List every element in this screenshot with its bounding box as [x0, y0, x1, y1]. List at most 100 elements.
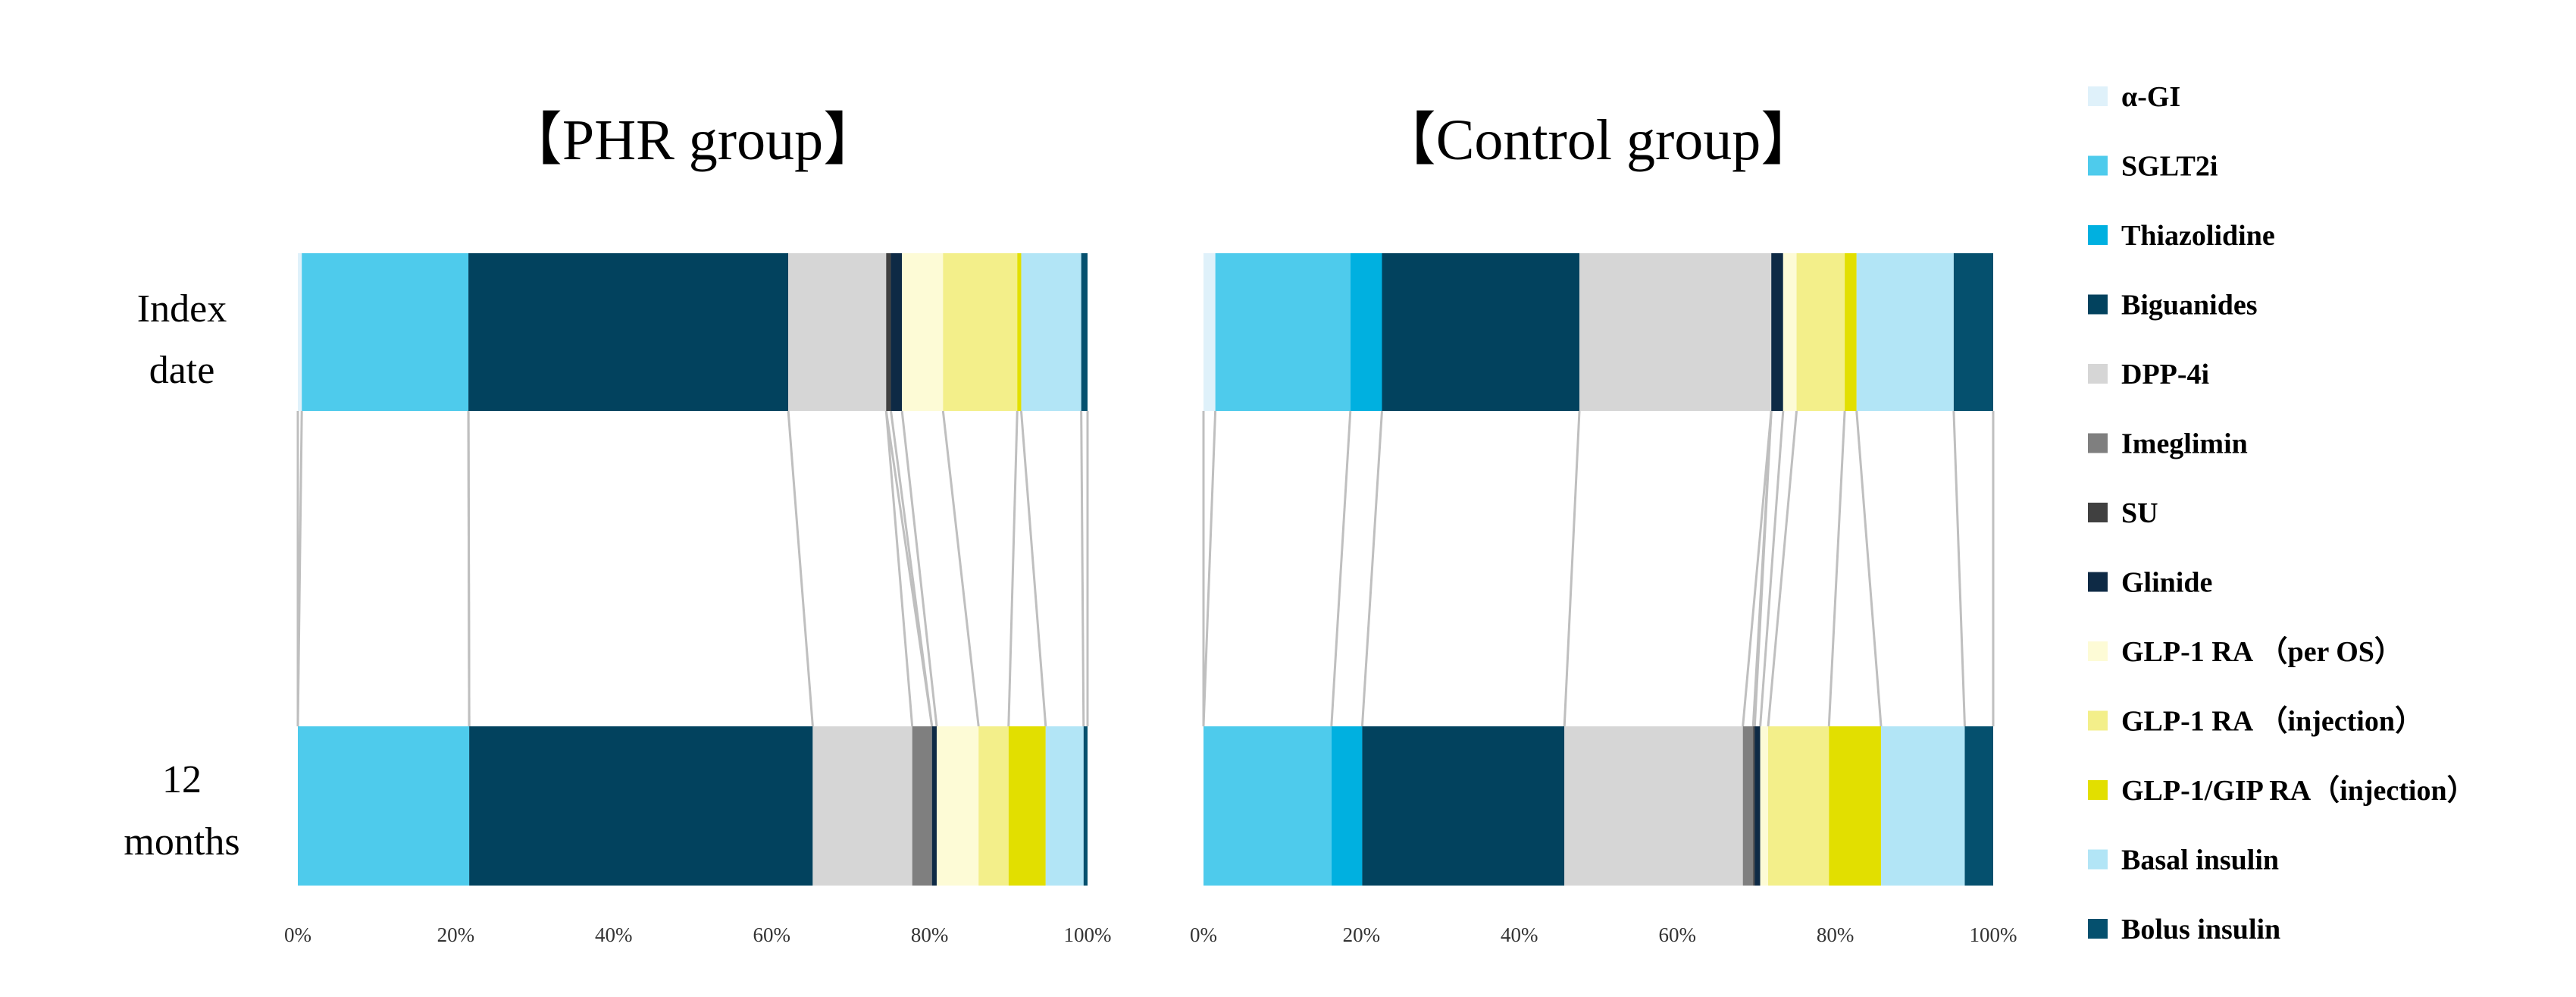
row-label: Index: [137, 287, 227, 331]
legend-label: Glinide: [2121, 567, 2212, 599]
connector-line: [1753, 410, 1773, 727]
connector-line: [890, 410, 934, 727]
bar-segment: SGLT2i: 16.2: [1203, 726, 1332, 886]
legend-swatch: [2088, 155, 2108, 176]
legend-item: Basal insulin: [2088, 845, 2279, 876]
connector-line: [1019, 410, 1047, 727]
chart-panel-0: 【PHR group】α-GI: 0.5SGLT2i: 21.1Biguanid…: [284, 108, 1112, 946]
bar-segment: GLP-1 RA （injection）: 6.1: [1796, 253, 1845, 411]
bar-segment: Basal insulin: 4.8: [1045, 726, 1084, 886]
connector-line: [1202, 410, 1217, 727]
bar-segment: SU: 0.2: [1753, 726, 1755, 886]
connector-line: [1007, 410, 1019, 727]
connector-line: [900, 410, 938, 727]
bar-segment: GLP-1 RA （injection）: 3.8: [978, 726, 1009, 886]
bar-segment: GLP-1 RA （injection）: 9.4: [943, 253, 1018, 411]
legend-label: DPP-4i: [2121, 359, 2209, 390]
chart-panel-1: 【Control group】 α-GI: 1.5SGLT2i: 17.1 Thia…: [1190, 108, 2017, 946]
legend-item: GLP-1 RA （per OS）: [2088, 636, 2403, 668]
legend-swatch: [2088, 364, 2108, 384]
bar-segment: Bolus insulin: 5: [1953, 253, 1993, 411]
legend-label: Thiazolidine: [2121, 220, 2275, 252]
legend-item: DPP-4i: [2088, 359, 2209, 390]
legend-item: GLP-1 RA （injection）: [2088, 706, 2424, 738]
connector-line: [787, 410, 814, 727]
legend-item: Imeglimin: [2088, 428, 2248, 460]
legend-swatch: [2088, 849, 2108, 870]
x-tick-label: 60%: [1658, 923, 1696, 946]
legend: α-GI SGLT2i Thiazolidine Biguanides DPP-4i Im…: [2088, 81, 2476, 945]
bar-segment: Glinide: 0.7: [1754, 726, 1761, 886]
x-tick-label: 20%: [1343, 923, 1381, 946]
legend-label: Basal insulin: [2121, 845, 2279, 876]
connector-line: [941, 410, 980, 727]
connector-line: [467, 410, 471, 727]
bar-segment: Glinide: 0.6: [931, 726, 937, 886]
connector-line: [1855, 410, 1883, 727]
x-tick-label: 20%: [437, 923, 475, 946]
connector-line: [1360, 410, 1383, 727]
bar-segment: Basal insulin: 7.6: [1021, 253, 1081, 411]
bar-segment: GLP-1/GIP RA（injection）: 0.5: [1017, 253, 1022, 411]
legend-item: Bolus insulin: [2088, 914, 2280, 945]
legend-label: GLP-1 RA （per OS）: [2121, 636, 2403, 668]
bar-segment: α-GI: 1.5: [1203, 253, 1216, 411]
connector-line: [1742, 410, 1773, 727]
bar-segment: SGLT2i: 21.7: [298, 726, 470, 886]
legend-label: SU: [2121, 497, 2158, 529]
legend-label: Imeglimin: [2121, 428, 2248, 460]
bar-segment: Basal insulin: 12.3: [1856, 253, 1954, 411]
legend-swatch: [2088, 86, 2108, 106]
connector-line: [296, 410, 303, 727]
bar-segment: Glinide: 1.5: [1771, 253, 1783, 411]
legend-item: Glinide: [2088, 567, 2212, 599]
bar-segment: GLP-1 RA （injection）: 7.7: [1768, 726, 1829, 886]
bar-segment: GLP-1 RA （per OS）: 5.3: [936, 726, 979, 886]
bar-segment: Bolus insulin: 3.6: [1964, 726, 1993, 886]
bar-segment: Biguanides: 40.5: [468, 253, 789, 411]
bar-segment: Imeglimin: 2.5: [912, 726, 932, 886]
legend-label: α-GI: [2121, 81, 2180, 113]
legend-swatch: [2088, 710, 2108, 731]
x-tick-label: 40%: [595, 923, 633, 946]
row-label: months: [124, 820, 239, 864]
x-tick-label: 0%: [1190, 923, 1217, 946]
bar-segment: α-GI: 0.5: [298, 253, 302, 411]
bar-segment: SGLT2i: 17.1: [1215, 253, 1351, 411]
legend-swatch: [2088, 225, 2108, 245]
x-tick-label: 40%: [1501, 923, 1538, 946]
legend-swatch: [2088, 433, 2108, 453]
bar-segment: GLP-1/GIP RA（injection）: 6.6: [1829, 726, 1882, 886]
x-tick-label: 60%: [753, 923, 790, 946]
connector-line: [1827, 410, 1846, 727]
bar-segment: GLP-1 RA （per OS）: 1.7: [1783, 253, 1797, 411]
legend-item: SGLT2i: [2088, 151, 2218, 183]
legend-label: Biguanides: [2121, 290, 2258, 321]
legend-swatch: [2088, 572, 2108, 592]
connector-line: [1563, 410, 1581, 727]
connector-line: [1952, 410, 1966, 727]
legend-swatch: [2088, 919, 2108, 939]
bar-segment: Thiazolidine: 3.9: [1331, 726, 1363, 886]
legend-label: GLP-1/GIP RA（injection）: [2121, 775, 2476, 807]
x-tick-label: 80%: [911, 923, 949, 946]
bar-segment: Imeglimin: 1.3: [1742, 726, 1754, 886]
legend-label: Bolus insulin: [2121, 914, 2280, 945]
bar-segment: GLP-1 RA （per OS）: 1: [1760, 726, 1769, 886]
row-label: date: [149, 349, 215, 392]
bar-segment: Basal insulin: 10.6: [1881, 726, 1965, 886]
connector-line: [1759, 410, 1785, 727]
legend-label: SGLT2i: [2121, 151, 2218, 183]
bar-segment: DPP-4i: 22.6: [1564, 726, 1743, 886]
connector-line: [884, 410, 914, 727]
legend-label: GLP-1 RA （injection）: [2121, 706, 2424, 738]
legend-swatch: [2088, 503, 2108, 522]
legend-item: α-GI: [2088, 81, 2180, 113]
panel-title: 【Control group】: [1379, 108, 1819, 172]
legend-item: SU: [2088, 497, 2158, 529]
bar-segment: DPP-4i: 12.4: [788, 253, 887, 411]
bar-segment: Glinide: 1.4: [890, 253, 903, 411]
bar-segment: GLP-1/GIP RA（injection）: 4.7: [1008, 726, 1046, 886]
legend-swatch: [2088, 780, 2108, 800]
